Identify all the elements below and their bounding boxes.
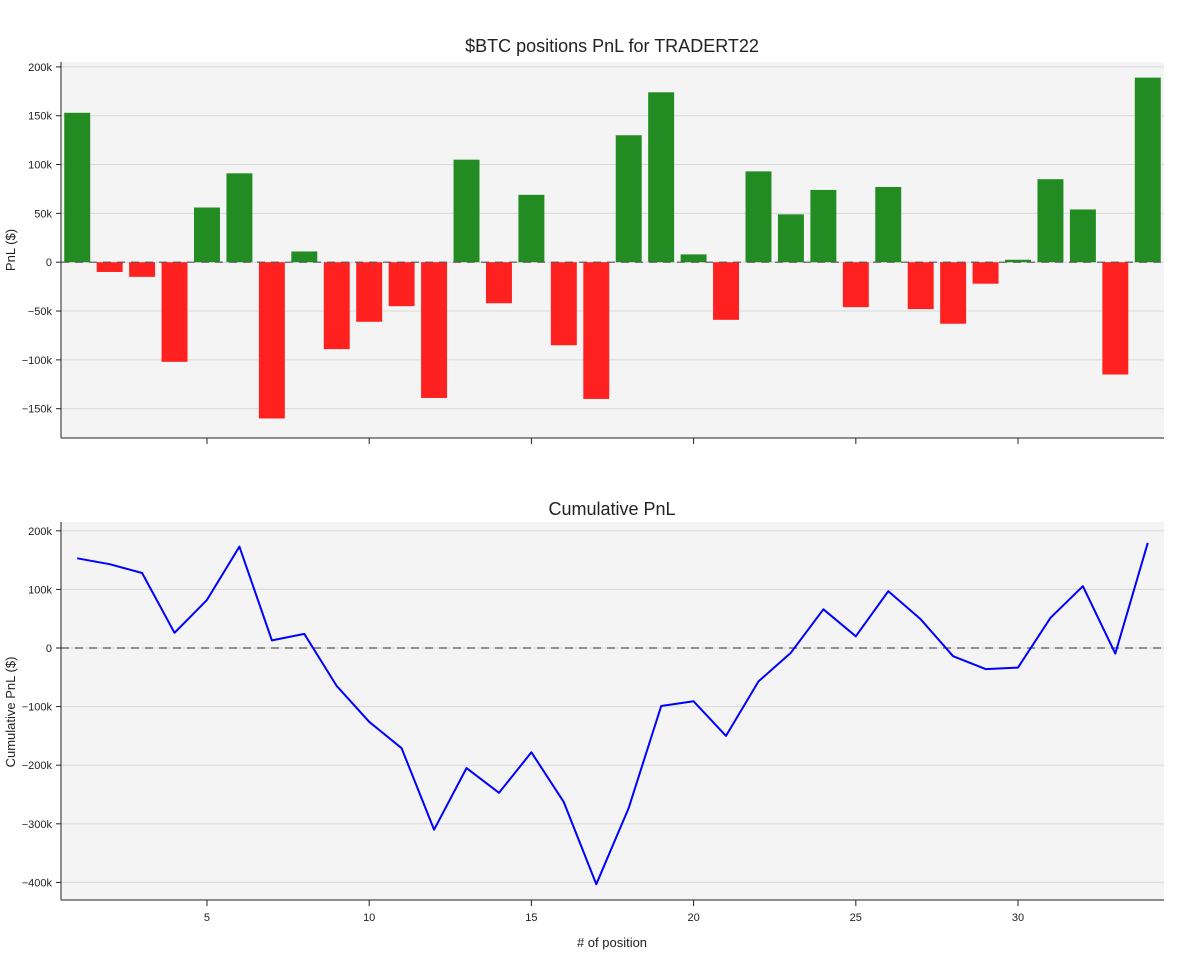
line-y-tick-label: 200k	[28, 526, 52, 538]
bar-y-tick-label: 100k	[28, 160, 52, 172]
pnl-bar	[615, 135, 642, 263]
line-y-tick-label: 100k	[28, 584, 52, 596]
pnl-bar	[1102, 262, 1129, 375]
line-gridlines	[61, 530, 1164, 883]
pnl-bar	[550, 262, 577, 346]
line-chart-title: Cumulative PnL	[548, 499, 675, 519]
pnl-bar	[940, 262, 967, 324]
line-y-tick-label: 0	[46, 643, 52, 655]
line-x-tick-label: 15	[525, 912, 537, 924]
line-y-tick-label: −400k	[22, 877, 53, 889]
line-x-tick-label: 30	[1012, 912, 1024, 924]
bar-y-ticks: −150k −100k −50k 0 50k 100k 150k 200k	[22, 62, 61, 416]
pnl-bar	[323, 262, 350, 350]
cumulative-line-chart: Cumulative PnL −400k −300k −200k −100k 0 100k…	[3, 499, 1164, 950]
pnl-bar	[64, 112, 91, 263]
bar-y-tick-label: −100k	[22, 355, 53, 367]
pnl-bar	[258, 262, 285, 419]
bar-y-tick-label: 0	[46, 257, 52, 269]
bar-y-tick-label: 50k	[34, 208, 52, 220]
pnl-bar	[129, 262, 156, 277]
line-plot-area	[61, 522, 1164, 900]
bar-y-tick-label: −150k	[22, 404, 53, 416]
bar-series	[64, 77, 1161, 419]
pnl-bar	[648, 92, 675, 263]
line-y-ticks: −400k −300k −200k −100k 0 100k 200k	[22, 526, 61, 889]
pnl-bar	[356, 262, 383, 322]
pnl-bar	[194, 207, 220, 263]
line-y-tick-label: −200k	[22, 760, 53, 772]
pnl-bar	[1005, 259, 1031, 263]
pnl-bar	[842, 262, 869, 308]
line-x-tick-label: 25	[850, 912, 862, 924]
pnl-bar	[907, 262, 934, 310]
line-y-axis-label: Cumulative PnL ($)	[3, 657, 18, 768]
pnl-bar	[291, 251, 318, 263]
pnl-bar	[713, 262, 740, 320]
pnl-bar	[421, 262, 448, 398]
pnl-bar-chart: $BTC positions PnL for TRADERT22 −150k−1…	[3, 36, 1164, 444]
line-x-ticks: 5 10 15 20 25 30	[204, 900, 1024, 924]
pnl-bar	[1037, 179, 1064, 263]
cumulative-pnl-line	[77, 542, 1149, 886]
line-x-tick-label: 10	[363, 912, 375, 924]
bar-x-ticks	[206, 438, 1019, 444]
pnl-bar	[485, 262, 512, 304]
pnl-bar	[745, 171, 772, 263]
pnl-bar	[518, 194, 545, 263]
pnl-bar	[972, 262, 999, 284]
pnl-bar	[583, 262, 610, 399]
pnl-bar	[875, 187, 902, 263]
pnl-bar	[388, 262, 415, 307]
pnl-bar	[226, 173, 253, 263]
bar-y-tick-label: 150k	[28, 111, 52, 123]
line-x-axis-label: # of position	[577, 935, 647, 950]
pnl-bar	[453, 159, 480, 263]
pnl-bar	[1134, 77, 1161, 263]
line-y-tick-label: −300k	[22, 819, 53, 831]
line-x-tick-label: 20	[687, 912, 699, 924]
pnl-bar	[680, 254, 707, 263]
pnl-bar	[96, 262, 123, 272]
bar-y-axis-label: PnL ($)	[3, 229, 18, 271]
pnl-bar	[810, 189, 837, 263]
bar-y-tick-label: 200k	[28, 62, 52, 74]
line-x-tick-label: 5	[204, 912, 210, 924]
bar-y-tick-label: −50k	[28, 306, 53, 318]
line-y-tick-label: −100k	[22, 702, 53, 714]
bar-chart-title: $BTC positions PnL for TRADERT22	[465, 36, 759, 56]
pnl-bar	[777, 214, 804, 263]
pnl-bar	[161, 262, 188, 362]
pnl-bar	[1069, 209, 1096, 263]
